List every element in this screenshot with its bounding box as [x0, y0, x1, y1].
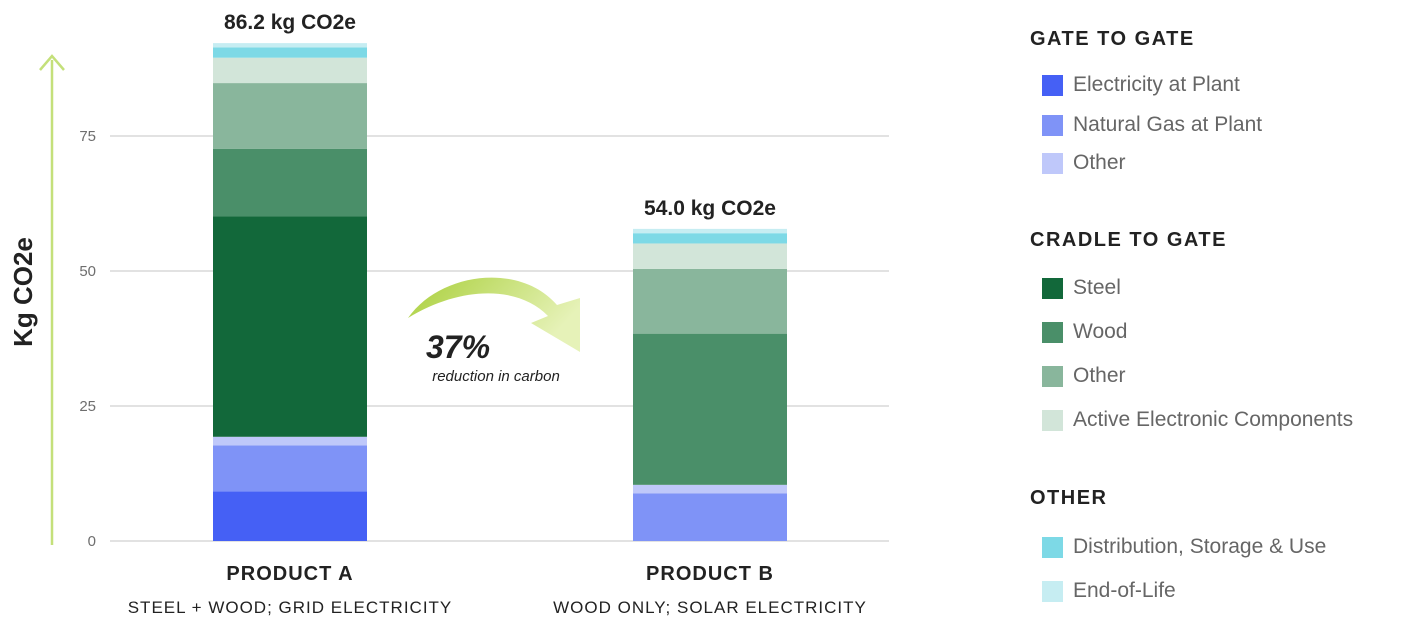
legend-swatch: [1042, 580, 1063, 602]
legend-item: Steel: [1042, 276, 1121, 300]
y-tick-50: 50: [79, 263, 96, 280]
bar-segment-1-1: [213, 491, 367, 541]
bar-segment-1-9: [213, 43, 367, 48]
bar-segment-1-5: [213, 148, 367, 217]
legend-item: Electricity at Plant: [1042, 73, 1240, 97]
legend-swatch: [1042, 321, 1063, 343]
legend-swatch: [1042, 277, 1063, 299]
bar-segment-1-2: [213, 445, 367, 492]
bar-segment-2-3: [633, 484, 787, 494]
legend-swatch: [1042, 536, 1063, 558]
bars: [213, 43, 787, 541]
legend-label: End-of-Life: [1073, 579, 1176, 602]
legend-item: Natural Gas at Plant: [1042, 113, 1262, 137]
curved-arrow: [408, 277, 580, 352]
y-axis-label: Kg CO2e: [8, 237, 38, 347]
legend-label: Distribution, Storage & Use: [1073, 535, 1327, 558]
y-axis-arrow: [39, 54, 65, 545]
reduction-annotation: 37% reduction in carbon: [408, 277, 580, 385]
legend-label: Steel: [1073, 276, 1121, 299]
y-tick-25: 25: [79, 398, 96, 415]
bar-segment-1-6: [213, 83, 367, 149]
legend-label: Wood: [1073, 320, 1128, 343]
bar-segment-2-6: [633, 268, 787, 334]
legend-item: Other: [1042, 364, 1126, 388]
category-subtitle-2: WOOD ONLY; SOLAR ELECTRICITY: [553, 598, 867, 617]
bar-segment-1-7: [213, 57, 367, 84]
category-label-2: PRODUCT B: [646, 563, 774, 585]
bar-segment-2-2: [633, 493, 787, 541]
bar-total-label-1: 86.2 kg CO2e: [224, 11, 356, 34]
category-subtitle-1: STEEL + WOOD; GRID ELECTRICITY: [128, 598, 453, 617]
bar-total-label-2: 54.0 kg CO2e: [644, 197, 776, 220]
reduction-text: reduction in carbon: [432, 368, 560, 385]
legend-label: Electricity at Plant: [1073, 73, 1240, 96]
legend-item: Active Electronic Components: [1042, 408, 1353, 432]
legend-group-title: GATE TO GATE: [1030, 28, 1195, 50]
bar-segment-2-8: [633, 233, 787, 244]
legend-group-title: CRADLE TO GATE: [1030, 229, 1227, 251]
legend-label: Natural Gas at Plant: [1073, 113, 1263, 136]
legend-label: Other: [1073, 151, 1126, 174]
legend-item: End-of-Life: [1042, 579, 1176, 603]
bar-segment-2-7: [633, 243, 787, 269]
legend-item: Wood: [1042, 320, 1127, 344]
bar-segment-1-3: [213, 436, 367, 446]
category-label-1: PRODUCT A: [226, 563, 353, 585]
legend-label: Active Electronic Components: [1073, 408, 1354, 431]
y-tick-labels: 0 25 50 75: [79, 128, 96, 550]
bar-labels: 86.2 kg CO2e PRODUCT A STEEL + WOOD; GRID …: [128, 11, 867, 617]
legend-swatch: [1042, 365, 1063, 387]
bar-segment-1-8: [213, 47, 367, 58]
bar-segment-1-4: [213, 216, 367, 437]
y-tick-75: 75: [79, 128, 96, 145]
legend-swatch: [1042, 152, 1063, 174]
legend-swatch: [1042, 409, 1063, 431]
reduction-percent: 37%: [426, 329, 490, 365]
bar-segment-2-9: [633, 228, 787, 234]
legend-swatch: [1042, 74, 1063, 96]
legend-item: Other: [1042, 151, 1126, 175]
legend-group-title: OTHER: [1030, 487, 1108, 509]
legend-label: Other: [1073, 364, 1126, 387]
legend-swatch: [1042, 114, 1063, 136]
bar-segment-2-5: [633, 333, 787, 485]
legend-item: Distribution, Storage & Use: [1042, 535, 1326, 559]
y-tick-0: 0: [88, 533, 96, 550]
legend: GATE TO GATE Electricity at Plant Natural …: [1030, 0, 1405, 619]
